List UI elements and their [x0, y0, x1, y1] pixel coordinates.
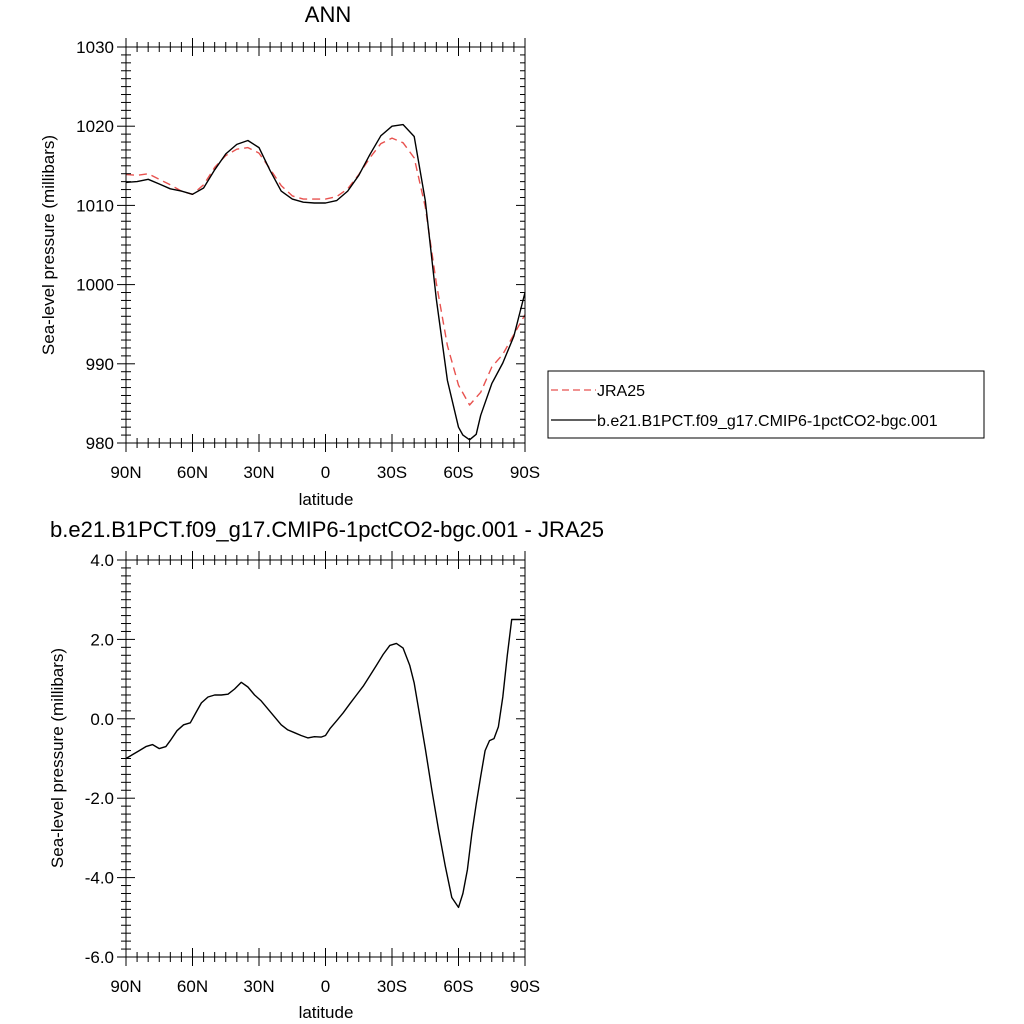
x-tick-label: 90N [110, 463, 141, 482]
bottom-x-axis-label: latitude [299, 1003, 354, 1022]
bottom-y-axis-label: Sea-level pressure (millibars) [48, 648, 67, 868]
x-tick-label: 0 [321, 977, 330, 996]
y-tick-label: 4.0 [90, 551, 114, 570]
top-plot-lines [125, 123, 526, 441]
top-y-ticks: 980 990 1000 1010 1020 1030 [76, 38, 525, 453]
x-tick-label: 30S [377, 977, 407, 996]
bottom-plot-title: b.e21.B1PCT.f09_g17.CMIP6-1pctCO2-bgc.00… [50, 517, 604, 542]
x-tick-label: 60S [443, 463, 473, 482]
legend: JRA25 b.e21.B1PCT.f09_g17.CMIP6-1pctCO2-… [547, 370, 985, 439]
bottom-plot: b.e21.B1PCT.f09_g17.CMIP6-1pctCO2-bgc.00… [48, 517, 604, 1022]
top-y-axis-label: Sea-level pressure (millibars) [39, 135, 58, 355]
x-tick-label: 90S [510, 463, 540, 482]
x-tick-label: 60N [177, 977, 208, 996]
x-tick-label: 30N [243, 977, 274, 996]
y-tick-label: 1020 [76, 117, 114, 136]
x-tick-label: 30S [377, 463, 407, 482]
bottom-y-ticks: -6.0 -4.0 -2.0 0.0 2.0 4.0 [85, 551, 525, 967]
y-tick-label: 1000 [76, 276, 114, 295]
y-tick-label: 0.0 [90, 710, 114, 729]
series-line-jra25 [125, 137, 526, 406]
x-tick-label: 90S [510, 977, 540, 996]
top-plot-title: ANN [305, 2, 351, 27]
bottom-x-ticks: 90N 60N 30N 0 30S 60S 90S [110, 551, 540, 996]
top-x-ticks: 90N 60N 30N 0 30S 60S 90S [110, 38, 540, 482]
bottom-plot-frame [125, 559, 526, 958]
y-tick-label: 1030 [76, 38, 114, 57]
x-tick-label: 30N [243, 463, 274, 482]
y-tick-label: 2.0 [90, 630, 114, 649]
top-plot-frame [125, 46, 526, 444]
legend-label-model: b.e21.B1PCT.f09_g17.CMIP6-1pctCO2-bgc.00… [597, 413, 938, 430]
x-tick-label: 0 [321, 463, 330, 482]
y-tick-label: -4.0 [85, 869, 114, 888]
y-tick-label: -6.0 [85, 948, 114, 967]
y-tick-label: 990 [86, 355, 114, 374]
top-plot: ANN 980 990 1000 1010 1020 1030 90N 60N 30N 0 30S… [39, 2, 540, 509]
series-line-b-e21-b1pct-f09-g17-cmip6-1pctco2-bgc-001 [125, 123, 526, 441]
legend-label-jra25: JRA25 [597, 383, 645, 400]
y-tick-label: -2.0 [85, 789, 114, 808]
bottom-plot-lines [125, 618, 525, 909]
top-x-axis-label: latitude [299, 490, 354, 509]
y-tick-label: 980 [86, 434, 114, 453]
x-tick-label: 90N [110, 977, 141, 996]
x-tick-label: 60S [443, 977, 473, 996]
legend-box [547, 370, 985, 439]
x-tick-label: 60N [177, 463, 208, 482]
y-tick-label: 1010 [76, 196, 114, 215]
series-line-difference [125, 618, 525, 909]
